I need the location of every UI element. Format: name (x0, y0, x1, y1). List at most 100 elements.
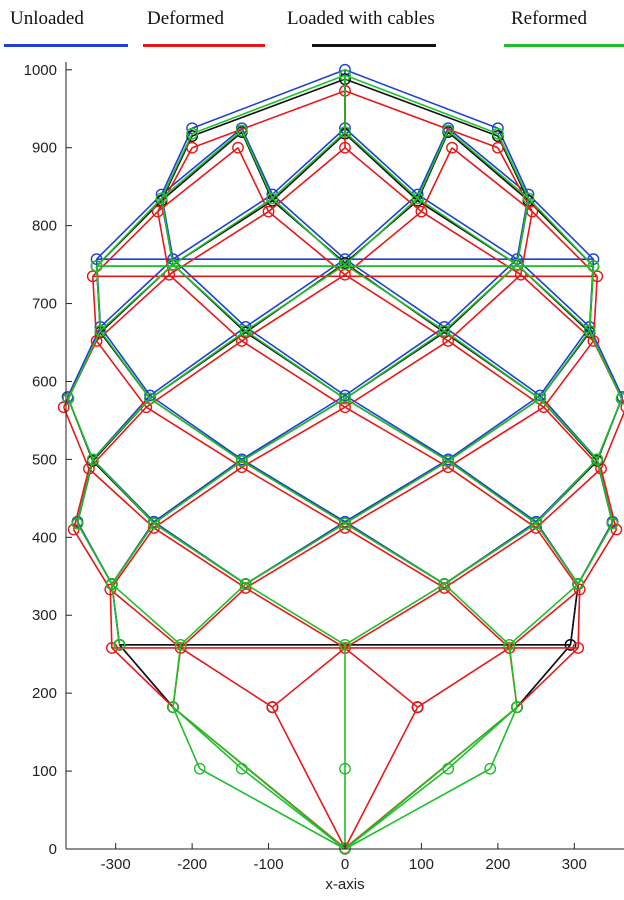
series-segment (172, 197, 273, 266)
data-point-marker (339, 63, 351, 76)
series-segment (72, 529, 112, 590)
series-segment (241, 397, 346, 462)
data-point-marker (235, 124, 248, 137)
series-segment (76, 459, 94, 524)
series-segment (241, 127, 274, 195)
data-point-marker (411, 701, 424, 714)
series-segment (443, 583, 510, 646)
legend-label-loaded: Loaded with cables (287, 8, 435, 29)
data-point-marker (155, 192, 168, 205)
series-segment (168, 274, 243, 342)
series-segment (535, 458, 598, 524)
series-segment (99, 326, 151, 396)
series-segment (539, 398, 598, 460)
series-segment (344, 133, 419, 202)
data-point-marker (86, 453, 99, 466)
data-point-marker (266, 192, 279, 205)
series-segment (199, 768, 346, 850)
y-tick-label: 400 (32, 529, 57, 546)
series-segment (161, 131, 243, 202)
series-segment (172, 264, 247, 332)
data-point-marker (67, 523, 80, 536)
series-segment (344, 74, 499, 135)
series-segment (516, 198, 530, 265)
series-segment (516, 644, 572, 708)
series-segment (172, 644, 182, 708)
series-segment (344, 127, 419, 196)
series-segment (416, 127, 449, 195)
series-segment (520, 274, 594, 342)
data-point-marker (339, 517, 351, 530)
series-segment (268, 147, 346, 213)
series-segment (447, 397, 541, 462)
series-segment (180, 587, 247, 649)
series-segment (153, 522, 247, 585)
series-segment (443, 326, 541, 397)
y-tick-label: 800 (32, 218, 57, 235)
x-tick-label: 300 (562, 856, 587, 873)
series-segment (447, 460, 537, 524)
series-segment (149, 330, 247, 400)
legend-line-unloaded (4, 44, 128, 47)
series-segment (344, 706, 518, 850)
series-segment (245, 326, 346, 397)
legend-label-unloaded: Unloaded (10, 8, 84, 29)
data-point-marker (239, 578, 252, 590)
series-segment (271, 131, 346, 199)
series-segment (344, 210, 422, 276)
data-point-marker (442, 455, 455, 467)
series-segment (344, 326, 445, 397)
series-segment (161, 127, 243, 196)
series-segment (516, 647, 579, 708)
data-point-marker (511, 701, 523, 714)
series-segment (111, 522, 155, 585)
series-segment (497, 133, 530, 199)
series-segment (245, 583, 346, 646)
data-point-marker (587, 253, 600, 266)
series-segment (344, 330, 445, 400)
series-segment (417, 193, 518, 260)
series-segment (191, 74, 346, 135)
series-segment (271, 706, 346, 849)
series-segment (539, 330, 591, 400)
series-segment (344, 274, 449, 342)
series-segment (451, 147, 533, 213)
series-segment (497, 147, 533, 212)
y-tick-label: 300 (32, 607, 57, 624)
data-point-marker (442, 762, 455, 775)
data-point-marker (113, 638, 126, 651)
data-point-marker (104, 583, 117, 596)
data-point-marker (235, 455, 248, 467)
data-point-marker (90, 335, 103, 347)
series-segment (271, 127, 346, 196)
series-segment (111, 647, 174, 708)
series-segment (149, 394, 243, 461)
x-tick-label: -100 (254, 856, 284, 873)
series-segment (344, 147, 422, 213)
series-segment (508, 588, 581, 649)
series-segment (62, 406, 90, 470)
series-segment (72, 468, 90, 530)
series-segment (241, 394, 346, 461)
series-segment (95, 197, 163, 267)
series-segment (588, 326, 624, 398)
data-point-marker (610, 523, 623, 536)
data-point-marker (232, 141, 244, 154)
legend: Unloaded Deformed Loaded with cables Ref… (0, 0, 624, 56)
series-segment (421, 210, 522, 276)
series-segment (596, 398, 623, 460)
data-point-marker (442, 335, 455, 347)
series-segment (416, 130, 449, 199)
data-point-marker (62, 392, 75, 405)
data-point-marker (339, 141, 351, 154)
data-point-marker (235, 461, 248, 474)
series-segment (111, 583, 182, 646)
legend-line-reformed (504, 44, 624, 47)
data-point-marker (339, 762, 351, 775)
series-segment (447, 127, 529, 196)
series-segment (539, 326, 591, 396)
series-segment (344, 340, 449, 408)
y-tick-label: 200 (32, 685, 57, 702)
series-segment (271, 133, 346, 202)
series-segment (149, 326, 247, 397)
